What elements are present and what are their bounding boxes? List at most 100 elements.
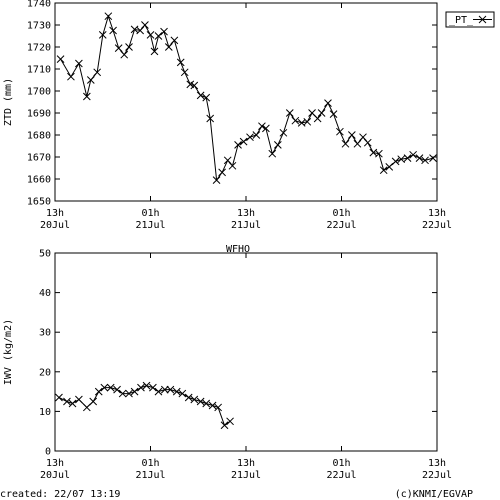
marker-stroke [478, 15, 487, 24]
data-point [75, 395, 83, 404]
data-point [262, 124, 270, 133]
marker-stroke [218, 168, 226, 177]
data-point [136, 26, 145, 35]
data-point [313, 114, 322, 123]
y-axis-label: ZTD (mm) [3, 78, 14, 126]
data-point [67, 72, 75, 81]
x-tick-label-time: 13h [428, 208, 446, 219]
x-tick-label-time: 13h [237, 208, 255, 219]
data-point [164, 43, 173, 51]
legend: _PT_ [445, 11, 495, 28]
marker-stroke [220, 421, 229, 430]
y-tick-label: 30 [39, 328, 51, 339]
data-point [208, 401, 217, 410]
marker-stroke [359, 133, 367, 142]
data-point [375, 149, 383, 158]
marker-stroke [186, 80, 195, 89]
marker-stroke [146, 31, 155, 39]
data-point [190, 81, 199, 90]
data-point [391, 157, 400, 166]
data-point [347, 131, 356, 139]
x-tick-label-time: 01h [332, 458, 350, 469]
data-point [409, 150, 417, 159]
data-point [86, 76, 95, 84]
marker-stroke [415, 154, 424, 162]
marker-stroke [196, 397, 205, 406]
y-tick-label: 1670 [27, 153, 51, 164]
data-point [206, 114, 215, 123]
marker-stroke [120, 50, 129, 59]
marker-stroke [82, 92, 91, 101]
data-point [421, 156, 429, 165]
marker-stroke [150, 47, 159, 56]
data-point [114, 44, 123, 52]
data-point [379, 166, 388, 175]
marker-stroke [297, 119, 306, 127]
marker-stroke [353, 139, 362, 148]
marker-stroke [67, 72, 75, 81]
data-point [214, 403, 222, 412]
marker-stroke [100, 383, 109, 392]
data-point [100, 383, 109, 392]
marker-stroke [172, 387, 181, 396]
data-point [109, 26, 117, 35]
marker-stroke [409, 150, 417, 159]
legend-marker [478, 15, 487, 24]
marker-stroke [154, 32, 163, 40]
marker-stroke [397, 155, 406, 164]
ztd-chart: 1650 1660 1670 1680 1690 1700 1710 1720 1730 1740… [3, 0, 495, 231]
x-tick-label-time: 01h [141, 208, 159, 219]
data-point [415, 154, 424, 162]
y-tick-label: 1690 [27, 109, 51, 120]
marker-stroke [136, 26, 145, 35]
marker-stroke [190, 395, 199, 404]
x-tick-label-time: 01h [332, 208, 350, 219]
marker-stroke [142, 381, 151, 390]
plot-frame [54, 2, 438, 202]
marker-stroke [385, 163, 394, 171]
data-point [196, 91, 205, 100]
data-point [385, 163, 394, 171]
data-point [166, 385, 175, 394]
data-point [403, 154, 412, 162]
data-point [120, 50, 129, 59]
x-tick-label-time: 13h [46, 208, 64, 219]
marker-stroke [324, 99, 332, 107]
marker-stroke [180, 68, 189, 77]
data-point [125, 389, 133, 398]
marker-stroke [363, 138, 372, 147]
data-point [141, 21, 149, 29]
data-point [397, 155, 406, 164]
marker-stroke [75, 59, 83, 68]
data-point [429, 154, 437, 162]
data-point [239, 137, 248, 146]
marker-stroke [262, 124, 270, 133]
data-point [202, 93, 211, 102]
data-point [252, 131, 261, 139]
marker-stroke [273, 141, 282, 149]
data-point [63, 397, 71, 406]
marker-stroke [258, 122, 266, 131]
marker-stroke [208, 401, 217, 410]
marker-stroke [285, 109, 294, 117]
data-point [218, 168, 226, 177]
marker-stroke [98, 31, 107, 39]
marker-stroke [196, 91, 205, 100]
y-tick-label: 0 [45, 447, 51, 458]
data-point [106, 383, 115, 392]
x-tick-label-date: 20Jul [40, 470, 70, 481]
marker-stroke [86, 76, 95, 84]
data-point [303, 117, 312, 126]
data-point [363, 138, 372, 147]
marker-stroke [106, 383, 115, 392]
marker-stroke [164, 43, 173, 51]
y-tick-label: 1680 [27, 131, 51, 142]
x-tick-label-date: 22Jul [326, 470, 356, 481]
marker-stroke [154, 387, 163, 396]
marker-stroke [184, 393, 193, 402]
data-point [56, 55, 65, 63]
data-point [273, 141, 282, 149]
iwv-chart: 0102030405013h20Jul01h21Jul13h21Jul01h22… [3, 244, 452, 481]
data-point [359, 133, 367, 142]
